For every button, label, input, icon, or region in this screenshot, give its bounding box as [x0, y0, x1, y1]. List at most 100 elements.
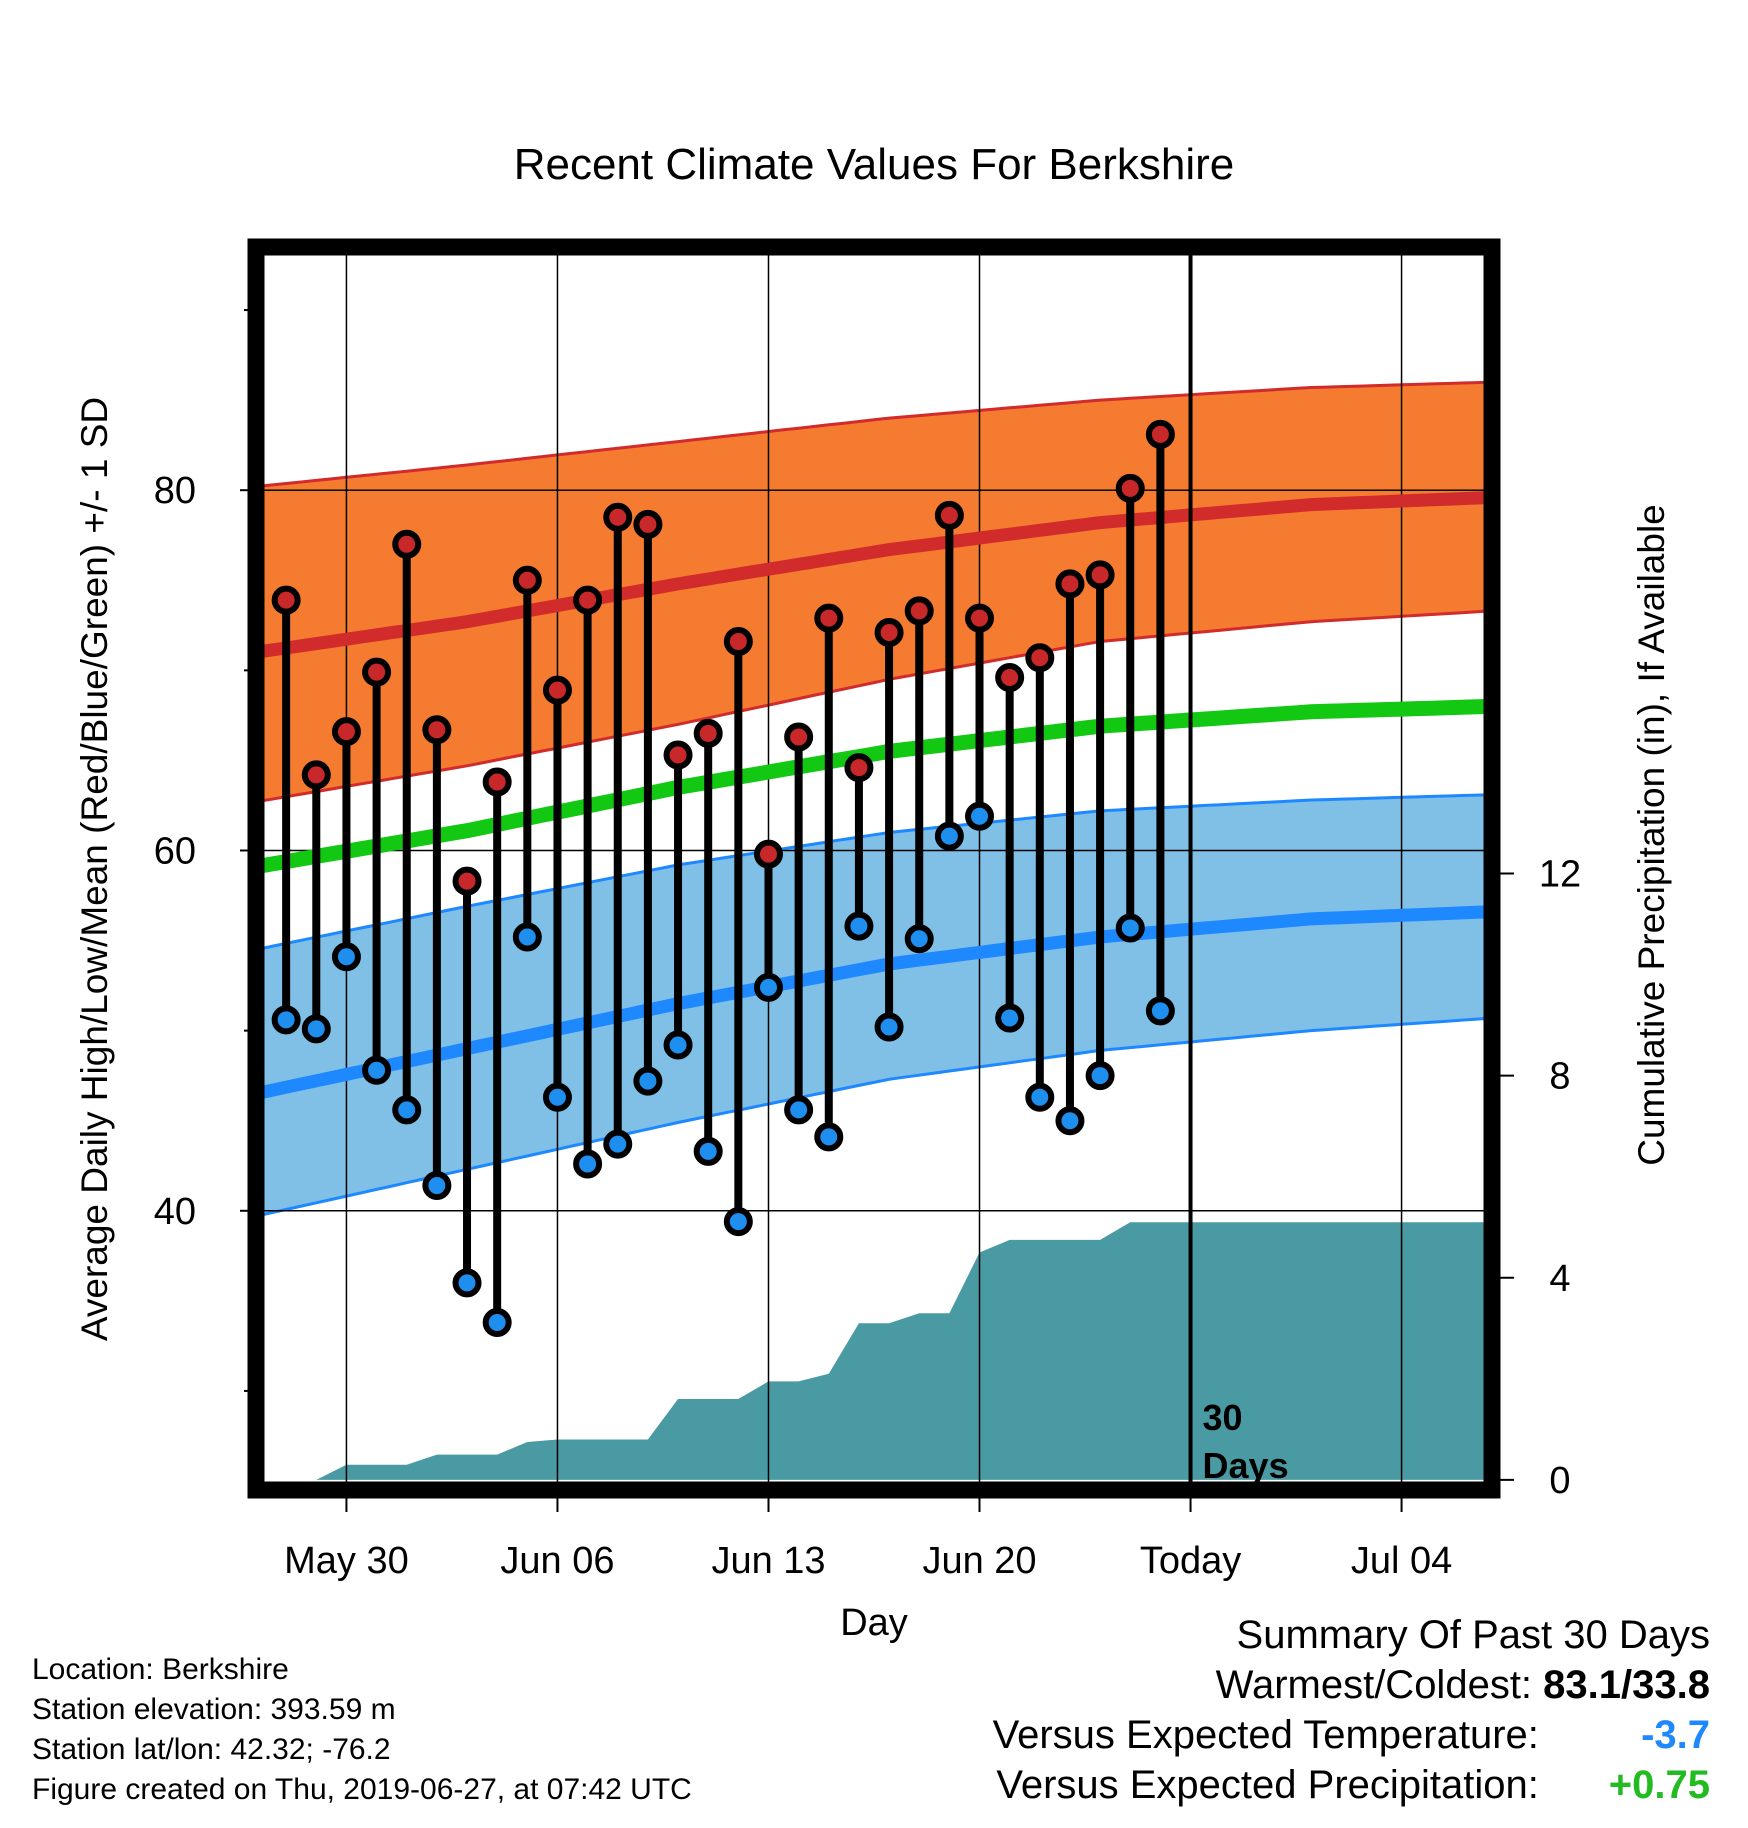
summary-precip-row: Versus Expected Precipitation: +0.75	[993, 1760, 1710, 1810]
temp-label: Versus Expected Temperature:	[992, 1713, 1539, 1757]
x-tick-label: Jul 04	[1351, 1540, 1452, 1582]
chart-title: Recent Climate Values For Berkshire	[514, 140, 1235, 189]
high-point	[995, 663, 1025, 693]
plot-frame	[247, 238, 1501, 1499]
x-tick-label: Jun 06	[500, 1540, 614, 1582]
low-point	[995, 1003, 1025, 1033]
x-axis-label: Day	[840, 1602, 908, 1644]
low-point	[1145, 996, 1175, 1026]
low-point	[723, 1207, 753, 1237]
y2-axis-label: Cumulative Precipitation (in), If Availa…	[1631, 504, 1672, 1166]
high-point	[331, 717, 361, 747]
high-point	[603, 502, 633, 532]
high-point	[633, 509, 663, 539]
y-tick-label: 40	[154, 1191, 196, 1233]
low-point	[1085, 1061, 1115, 1091]
low-point	[693, 1136, 723, 1166]
high-point	[452, 866, 482, 896]
high-point	[784, 722, 814, 752]
mean-normal-line	[256, 698, 1492, 875]
high-point	[392, 529, 422, 559]
high-point	[904, 596, 934, 626]
plot-inner: 30 Days	[256, 247, 1492, 1490]
temp-value: -3.7	[1641, 1713, 1710, 1757]
low-point	[844, 911, 874, 941]
high-point	[301, 760, 331, 790]
y-axis-label: Average Daily High/Low/Mean (Red/Blue/Gr…	[74, 397, 115, 1341]
high-point	[482, 767, 512, 797]
high-point	[573, 585, 603, 615]
high-point	[512, 565, 542, 595]
low-point	[934, 821, 964, 851]
high-point	[814, 603, 844, 633]
x-tick-label: Today	[1140, 1540, 1241, 1582]
high-normal-line	[256, 490, 1492, 659]
location-text: Location: Berkshire	[32, 1653, 289, 1686]
precip-value: +0.75	[1608, 1763, 1710, 1807]
low-point	[904, 924, 934, 954]
low-upper-edge	[256, 793, 1492, 952]
low-point	[633, 1066, 663, 1096]
low-point	[362, 1055, 392, 1085]
plot-area: 30 Days 40 60 80 0 4 8 12 May 30 Jun 06 Jun 13 Jun 2…	[154, 238, 1581, 1582]
summary-heading: Summary Of Past 30 Days	[1236, 1613, 1710, 1657]
low-point	[301, 1014, 331, 1044]
low-point	[874, 1012, 904, 1042]
low-point	[422, 1171, 452, 1201]
latlon-text: Station lat/lon: 42.32; -76.2	[32, 1733, 391, 1766]
y2-tick-label: 12	[1539, 854, 1581, 896]
high-point	[1025, 643, 1055, 673]
high-point	[271, 585, 301, 615]
days-note: Days	[1203, 1445, 1289, 1486]
low-point	[965, 801, 995, 831]
y-tick-label: 80	[154, 470, 196, 512]
high-point	[663, 740, 693, 770]
created-text: Figure created on Thu, 2019-06-27, at 07…	[32, 1773, 692, 1806]
low-point	[331, 942, 361, 972]
low-sd-band	[256, 794, 1492, 1217]
high-point	[934, 500, 964, 530]
days-note: 30	[1203, 1397, 1243, 1438]
high-point	[542, 675, 572, 705]
y2-tick-label: 0	[1549, 1460, 1570, 1502]
summary-temp-row: Versus Expected Temperature: -3.7	[993, 1710, 1710, 1760]
low-point	[542, 1082, 572, 1112]
low-point	[603, 1129, 633, 1159]
low-point	[573, 1149, 603, 1179]
low-point	[814, 1122, 844, 1152]
low-point	[1055, 1106, 1085, 1136]
high-point	[362, 657, 392, 687]
low-point	[1115, 913, 1145, 943]
y2-tick-label: 8	[1549, 1056, 1570, 1098]
high-lower-edge	[256, 609, 1492, 804]
high-point	[965, 603, 995, 633]
x-tick-label: Jun 20	[922, 1540, 1036, 1582]
high-point	[1085, 560, 1115, 590]
x-tick-label: May 30	[284, 1540, 409, 1582]
low-point	[784, 1095, 814, 1125]
summary-panel: Summary Of Past 30 Days Warmest/Coldest:…	[993, 1610, 1710, 1810]
summary-warmest-row: Warmest/Coldest: 83.1/33.8	[993, 1660, 1710, 1710]
high-point	[1055, 569, 1085, 599]
low-point	[512, 922, 542, 952]
high-point	[844, 753, 874, 783]
high-point	[693, 718, 723, 748]
low-point	[753, 972, 783, 1002]
high-point	[1145, 419, 1175, 449]
high-point	[1115, 473, 1145, 503]
station-info: Location: Berkshire Station elevation: 3…	[32, 1650, 692, 1810]
low-point	[271, 1005, 301, 1035]
y2-tick-label: 4	[1549, 1258, 1570, 1300]
low-point	[482, 1307, 512, 1337]
low-normal-line	[256, 905, 1492, 1101]
high-upper-edge	[256, 380, 1492, 489]
high-point	[723, 627, 753, 657]
x-tick-label: Jun 13	[711, 1540, 825, 1582]
warmest-value: 83.1/33.8	[1543, 1663, 1710, 1707]
warmest-label: Warmest/Coldest:	[1215, 1663, 1533, 1707]
high-point	[874, 618, 904, 648]
low-point	[663, 1030, 693, 1060]
low-lower-edge	[256, 1016, 1492, 1218]
precip-label: Versus Expected Precipitation:	[996, 1763, 1539, 1807]
